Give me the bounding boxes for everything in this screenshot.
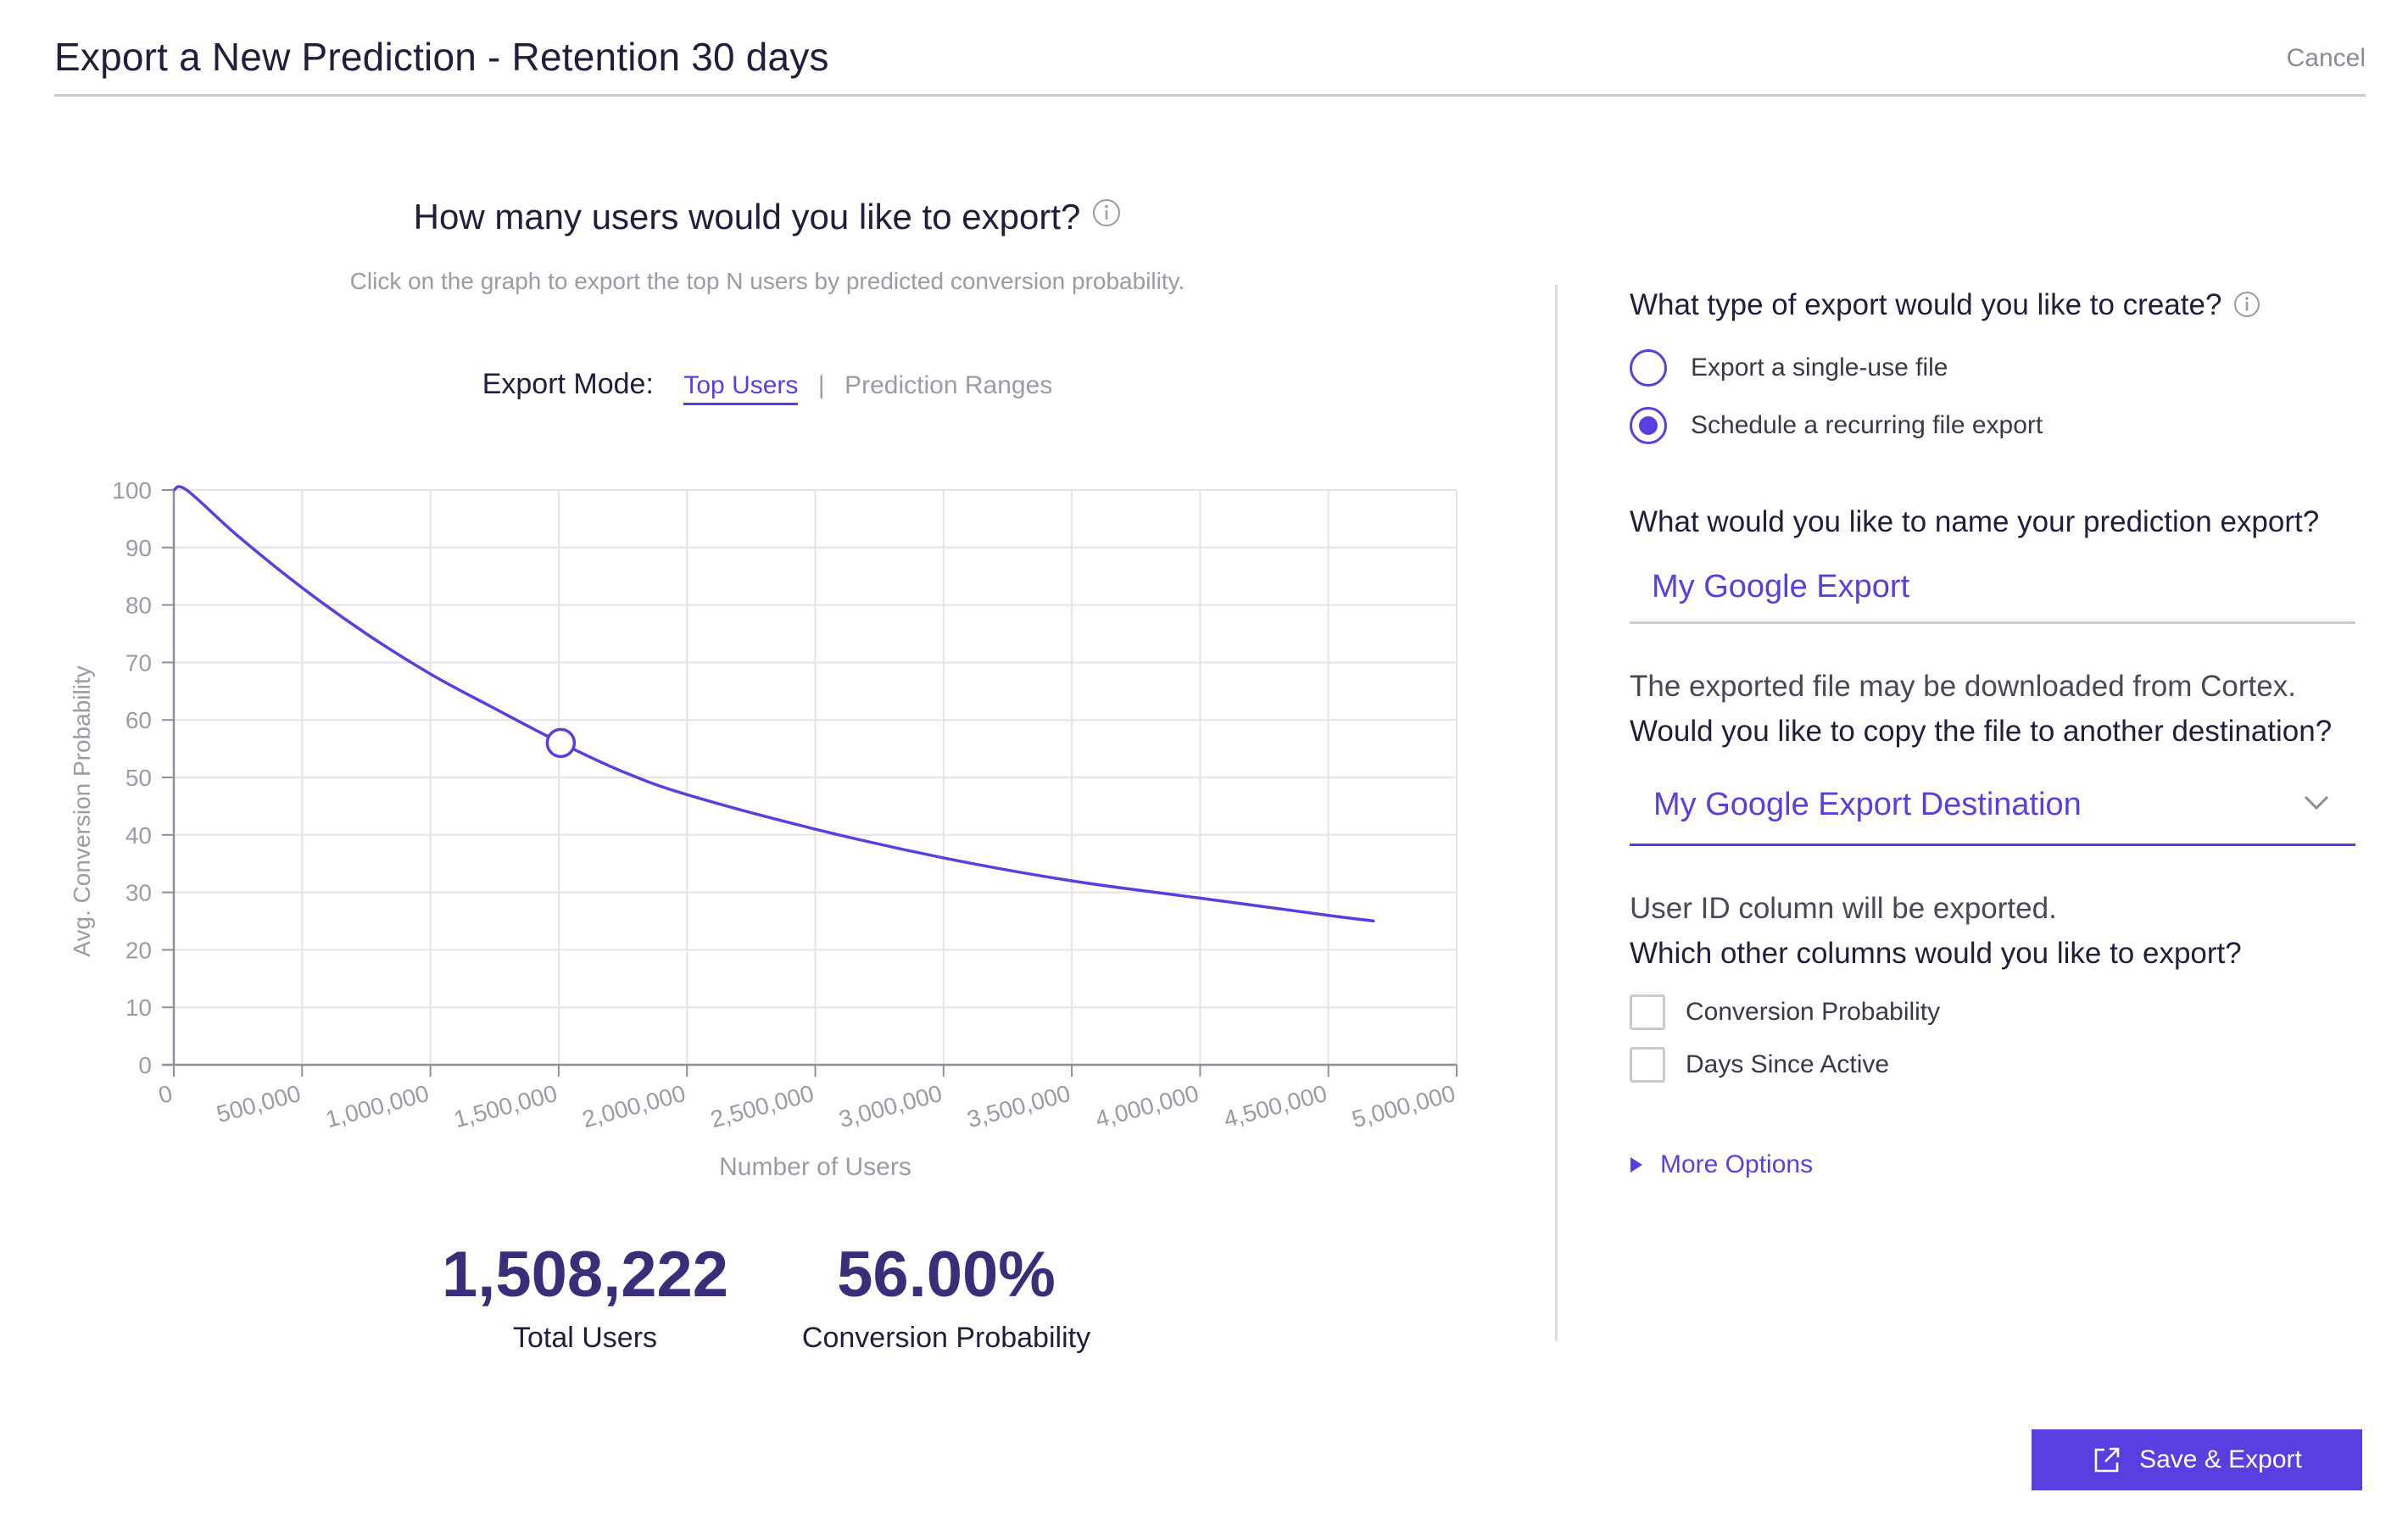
- radio-button[interactable]: [1630, 349, 1667, 387]
- mode-separator: |: [817, 371, 825, 399]
- y-tick-label: 30: [125, 880, 152, 906]
- conversion-chart-svg[interactable]: 0 10 20 30 40 50 60 70 80 90 100 0 500,000 1,000,000…: [51, 424, 1492, 1181]
- x-tick-label: 5,000,000: [1349, 1080, 1458, 1133]
- destination-question: Would you like to copy the file to anoth…: [1630, 715, 2333, 748]
- conversion-probability-stat: 56.00% Conversion Probability: [768, 1238, 1124, 1355]
- user-count-question: How many users would you like to export?: [0, 197, 1535, 237]
- radio-button-checked[interactable]: [1630, 407, 1667, 444]
- x-tick-label: 1,000,000: [323, 1080, 432, 1133]
- dialog-header: Export a New Prediction - Retention 30 d…: [54, 31, 2366, 97]
- x-tick-label: 500,000: [214, 1080, 304, 1128]
- x-tick-label: 3,500,000: [964, 1080, 1073, 1133]
- save-export-label: Save & Export: [2139, 1445, 2302, 1473]
- export-name-question: What would you like to name your predict…: [1630, 505, 2320, 538]
- x-tick-labels: 0 500,000 1,000,000 1,500,000 2,000,000 2,500…: [155, 1080, 1458, 1133]
- total-users-label: Total Users: [512, 1322, 658, 1354]
- page-title: Export a New Prediction - Retention 30 d…: [54, 35, 829, 79]
- chart-grid: [174, 489, 1458, 1065]
- x-tick-label: 4,000,000: [1093, 1080, 1201, 1133]
- caret-right-icon: [1630, 1157, 1642, 1172]
- mode-option-prediction-ranges[interactable]: Prediction Ranges: [844, 371, 1053, 399]
- info-icon[interactable]: [1092, 198, 1121, 227]
- conversion-probability-value: 56.00%: [837, 1239, 1056, 1311]
- chart-axes: [162, 488, 1458, 1077]
- external-link-icon: [2094, 1447, 2120, 1473]
- y-tick-label: 40: [125, 822, 152, 849]
- user-id-note: User ID column will be exported.: [1630, 892, 2057, 925]
- x-tick-label: 3,000,000: [836, 1080, 945, 1133]
- conversion-probability-label: Conversion Probability: [801, 1322, 1091, 1354]
- y-tick-label: 0: [138, 1052, 152, 1078]
- save-export-button[interactable]: Save & Export: [2032, 1429, 2362, 1490]
- y-tick-label: 50: [125, 765, 152, 791]
- y-axis-label: Avg. Conversion Probability: [69, 666, 95, 956]
- radio-label: Schedule a recurring file export: [1691, 411, 2043, 439]
- chart-instructions: Click on the graph to export the top N u…: [349, 268, 1185, 294]
- y-tick-label: 60: [125, 707, 152, 733]
- y-tick-labels: 0 10 20 30 40 50 60 70 80 90 100: [112, 477, 152, 1078]
- radio-single-use-file[interactable]: Export a single-use file: [1630, 348, 1948, 387]
- x-tick-label: 2,000,000: [579, 1080, 688, 1133]
- more-options-label: More Options: [1660, 1150, 1814, 1178]
- left-panel: How many users would you like to export?…: [0, 197, 1535, 1355]
- more-options-toggle[interactable]: More Options: [1630, 1148, 1813, 1182]
- conversion-chart[interactable]: 0 10 20 30 40 50 60 70 80 90 100 0 500,000 1,000,000…: [51, 424, 1492, 1181]
- x-axis-label: Number of Users: [719, 1153, 911, 1181]
- download-note: The exported file may be downloaded from…: [1630, 670, 2296, 703]
- destination-select-value: My Google Export Destination: [1653, 787, 2082, 822]
- series-line: [173, 485, 1375, 923]
- columns-question: Which other columns would you like to ex…: [1630, 937, 2242, 970]
- x-tick-label: 2,500,000: [708, 1080, 817, 1133]
- x-tick-label: 4,500,000: [1221, 1080, 1329, 1133]
- radio-label: Export a single-use file: [1691, 354, 1948, 382]
- checkbox-label: Days Since Active: [1686, 1050, 1890, 1078]
- y-tick-label: 80: [125, 593, 152, 619]
- x-tick-label: 1,500,000: [451, 1080, 560, 1133]
- selected-point-marker[interactable]: [545, 727, 577, 759]
- checkbox[interactable]: [1630, 994, 1665, 1030]
- y-tick-label: 70: [125, 649, 152, 676]
- y-tick-label: 20: [125, 937, 152, 963]
- destination-select[interactable]: My Google Export Destination: [1630, 771, 2355, 846]
- export-type-question: What type of export would you like to cr…: [1630, 288, 2260, 322]
- user-count-question-text: How many users would you like to export?: [413, 197, 1081, 237]
- y-tick-label: 10: [125, 994, 152, 1021]
- right-panel: What type of export would you like to cr…: [1630, 0, 2357, 1526]
- chevron-down-icon: [2304, 795, 2329, 810]
- radio-recurring-export[interactable]: Schedule a recurring file export: [1630, 406, 2043, 445]
- info-icon[interactable]: [2233, 291, 2260, 318]
- y-tick-label: 90: [125, 535, 152, 561]
- checkbox-label: Conversion Probability: [1686, 998, 1941, 1026]
- checkbox-conversion-probability[interactable]: Conversion Probability: [1630, 994, 1940, 1031]
- cancel-link[interactable]: Cancel: [2286, 44, 2366, 72]
- y-tick-label: 100: [112, 477, 152, 504]
- total-users-value: 1,508,222: [441, 1239, 729, 1311]
- checkbox[interactable]: [1630, 1047, 1665, 1083]
- total-users-stat: 1,508,222 Total Users: [407, 1238, 763, 1355]
- x-tick-label: 0: [155, 1080, 175, 1109]
- export-name-input[interactable]: [1630, 553, 2355, 624]
- mode-option-top-users[interactable]: Top Users: [683, 371, 799, 405]
- checkbox-days-since-active[interactable]: Days Since Active: [1630, 1046, 1889, 1083]
- column-divider: [1555, 285, 1558, 1341]
- export-mode-switch: Export Mode: Top Users | Prediction Rang…: [0, 368, 1535, 405]
- export-type-question-text: What type of export would you like to cr…: [1630, 288, 2222, 321]
- export-mode-label: Export Mode:: [482, 368, 654, 400]
